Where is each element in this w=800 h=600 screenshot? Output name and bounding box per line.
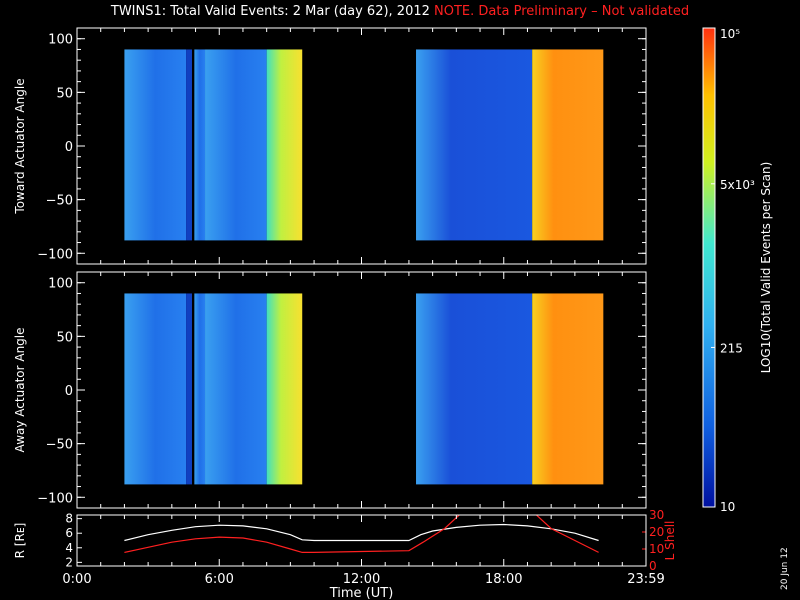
y-axis-label: R [Rᴇ] <box>13 523 27 559</box>
tick-label-right: 0 <box>649 559 657 573</box>
heatmap-block <box>194 49 206 241</box>
heatmap-block <box>194 293 206 485</box>
x-tick-label: 6:00 <box>205 572 234 587</box>
heatmap-block <box>416 49 533 241</box>
x-tick-label: 0:00 <box>62 572 91 587</box>
heatmap-block <box>532 49 604 241</box>
chart-title: TWINS1: Total Valid Events: 2 Mar (day 6… <box>0 4 800 19</box>
ylabel-right: L Shell <box>663 521 677 561</box>
y-tick-label: 4 <box>65 541 73 555</box>
panel-orbit: 30 20 10 0 L Shell 0:00 6:00 12:00 18:00 23:59 Tim… <box>13 508 677 600</box>
heatmap-block <box>186 49 192 241</box>
date-stamp: 20 Jun 12 <box>780 547 790 590</box>
tick-label-right: 10 <box>649 542 664 556</box>
heatmap-block <box>124 49 187 241</box>
y-tick-label: −50 <box>46 194 73 209</box>
colorbar-tick-label: 10⁵ <box>720 27 740 41</box>
y-tick-label: 50 <box>56 330 73 345</box>
panel-toward: 100 50 0 −50 −100 Toward Actuator Angle <box>13 27 647 265</box>
series-l-shell <box>124 515 599 554</box>
y-tick-label: 0 <box>65 384 73 399</box>
colorbar-tick-label: 215 <box>720 341 743 355</box>
y-tick-label: 50 <box>56 86 73 101</box>
y-tick-label: −100 <box>37 491 73 506</box>
colorbar-tick-label: 10 <box>720 500 735 514</box>
heatmap-block <box>186 293 192 485</box>
title-note: NOTE. Data Preliminary – Not validated <box>434 4 690 19</box>
heatmap-block <box>416 293 533 485</box>
y-tick-label: 0 <box>65 140 73 155</box>
colorbar-strip <box>702 27 716 508</box>
heatmap-block <box>124 293 187 485</box>
tick-label-right: 30 <box>649 508 664 522</box>
colorbar: 10⁵ 5x10³ 215 10 LOG10(Total Valid Events pe… <box>702 27 773 514</box>
heatmap-block <box>205 293 267 485</box>
heatmap-block <box>266 49 303 241</box>
colorbar-tick-label: 5x10³ <box>720 178 755 192</box>
series-r <box>124 523 599 542</box>
colorbar-label: LOG10(Total Valid Events per Scan) <box>759 162 773 374</box>
y-axis-label: Away Actuator Angle <box>13 327 27 452</box>
tick-label-right: 20 <box>649 525 664 539</box>
y-tick-label: 100 <box>48 33 73 48</box>
y-axis-label: Toward Actuator Angle <box>13 78 27 214</box>
y-tick-label: −100 <box>37 247 73 262</box>
y-tick-label: 6 <box>65 526 73 540</box>
y-tick-label: 100 <box>48 277 73 292</box>
y-tick-label: 8 <box>65 512 73 526</box>
y-tick-label: −50 <box>46 438 73 453</box>
x-tick-label: 12:00 <box>343 572 380 587</box>
x-axis-label: Time (UT) <box>329 586 394 600</box>
heatmap-block <box>205 49 267 241</box>
heatmap-block <box>532 293 604 485</box>
y-tick-label: 2 <box>65 555 73 569</box>
title-main: TWINS1: Total Valid Events: 2 Mar (day 6… <box>110 4 430 19</box>
x-tick-label: 23:59 <box>627 572 664 587</box>
panel-away: 100 50 0 −50 −100 Away Actuator Angle <box>13 271 647 509</box>
x-tick-label: 18:00 <box>485 572 522 587</box>
heatmap-block <box>266 293 303 485</box>
